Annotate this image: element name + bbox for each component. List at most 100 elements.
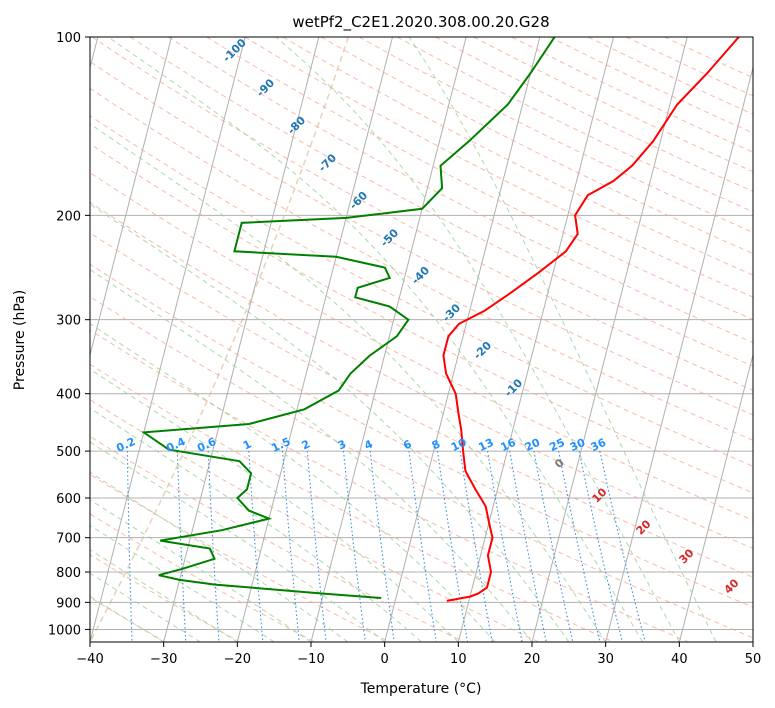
isotherm-line xyxy=(531,37,688,642)
mixing-ratio-label: 0.6 xyxy=(195,435,218,455)
mixing-ratio-label: 36 xyxy=(589,436,609,454)
mixing-ratio-line xyxy=(281,451,300,642)
dry-adiabat-line xyxy=(511,37,753,153)
dry-adiabat-label: -40 xyxy=(409,264,432,287)
dry-adiabat-line xyxy=(90,201,753,550)
skewed-isotherms xyxy=(90,37,753,642)
moist-adiabat-label: 30 xyxy=(677,546,697,566)
moist-adiabat-line xyxy=(90,368,459,642)
mixing-ratio-label: 13 xyxy=(476,436,495,454)
dry-adiabat-line xyxy=(90,435,465,642)
x-tick-label: 10 xyxy=(450,652,467,667)
mixing-ratio-label: 30 xyxy=(568,436,588,454)
moist-adiabat-line xyxy=(90,203,570,642)
mixing-ratio-label: 10 xyxy=(449,436,469,454)
mixing-ratio-line xyxy=(306,451,327,642)
mixing-ratio-line xyxy=(599,450,646,642)
chart-title: wetPf2_C2E1.2020.308.00.20.G28 xyxy=(292,13,549,32)
moist-adiabat-line xyxy=(107,37,643,642)
dry-adiabat-line xyxy=(664,37,753,79)
moist-adiabat-line xyxy=(90,441,386,642)
dewpoint-profile xyxy=(140,37,556,599)
mixing-ratio-label: 1 xyxy=(241,437,253,452)
dry-adiabat-label: -50 xyxy=(378,226,401,249)
y-axis-label: Pressure (hPa) xyxy=(12,290,28,390)
y-tick-label: 300 xyxy=(56,314,81,329)
y-tick-label: 200 xyxy=(56,209,81,224)
plot-area: 0.1 0.2 0.4 0.6 1 1.5 2 3 4 6 8 10 13 16 20 25 30 36-100-… xyxy=(90,37,753,642)
y-tick-label: 100 xyxy=(56,31,81,46)
dry-adiabat-line xyxy=(91,37,753,391)
isotherm-line xyxy=(384,37,541,642)
isotherm-line xyxy=(605,65,753,642)
dry-adiabat-label: -80 xyxy=(285,114,308,137)
mixing-ratio-line xyxy=(459,451,493,642)
x-axis-label: Temperature (°C) xyxy=(360,681,482,697)
mixing-ratio-label: 4 xyxy=(362,437,375,452)
dry-adiabats xyxy=(90,37,753,642)
temperature-profile xyxy=(442,37,740,602)
moist-adiabat-line xyxy=(90,407,422,642)
x-axis: −40 −30 −20 −10 0 10 20 30 40 50 xyxy=(76,642,761,667)
moist-adiabat-label: 40 xyxy=(722,576,742,596)
y-tick-label: 800 xyxy=(56,566,81,581)
x-tick-label: 50 xyxy=(745,652,762,667)
isotherm-line xyxy=(457,37,615,642)
dry-adiabat-label: -20 xyxy=(471,339,494,362)
moist-adiabat-line xyxy=(90,549,238,642)
mixing-ratio-line xyxy=(436,451,469,642)
moist-adiabat-line xyxy=(90,471,349,642)
moist-adiabat-line xyxy=(90,524,275,642)
dry-adiabat-line xyxy=(435,37,753,193)
mixing-ratio-label: 20 xyxy=(523,436,543,454)
isotherm-line xyxy=(163,37,320,642)
mixing-ratio-line xyxy=(487,451,523,642)
x-tick-label: 0 xyxy=(381,652,389,667)
x-tick-label: 30 xyxy=(597,652,614,667)
sounding-profiles xyxy=(140,37,740,602)
dry-adiabat-line xyxy=(473,37,753,173)
dry-adiabat-line xyxy=(90,329,689,642)
moist-adiabat-line xyxy=(90,572,201,642)
mixing-ratio-label: 3 xyxy=(336,437,348,452)
mixing-ratio-label: 8 xyxy=(430,437,442,452)
y-tick-label: 700 xyxy=(56,532,81,547)
x-tick-label: −10 xyxy=(297,652,324,667)
dry-adiabat-line xyxy=(90,263,753,608)
y-tick-label: 600 xyxy=(56,492,81,507)
x-tick-label: −20 xyxy=(224,652,251,667)
dry-adiabat-line xyxy=(90,232,753,578)
dry-adiabat-line xyxy=(90,172,753,521)
x-tick-label: 40 xyxy=(671,652,688,667)
dry-adiabat-label: -60 xyxy=(347,189,370,212)
zero-isotherm xyxy=(90,37,350,642)
mixing-ratio-label: 25 xyxy=(547,436,566,454)
dry-adiabat-line xyxy=(90,61,753,416)
x-tick-label: −30 xyxy=(150,652,177,667)
isotherm-line xyxy=(90,37,173,357)
mixing-ratio-lines xyxy=(126,450,646,642)
mixing-ratio-line xyxy=(558,450,601,642)
y-tick-label: 400 xyxy=(56,388,81,403)
dry-adiabat-label: -70 xyxy=(316,151,339,174)
isotherm-line xyxy=(236,37,394,642)
dry-adiabat-label: -30 xyxy=(440,301,463,324)
y-tick-label: 1000 xyxy=(48,623,81,638)
dry-adiabat-line xyxy=(90,295,753,639)
y-tick-label: 500 xyxy=(56,445,81,460)
dry-adiabat-line xyxy=(90,473,390,642)
isotherm-line xyxy=(678,352,753,642)
moist-adiabat-line xyxy=(90,123,607,642)
mixing-ratio-line xyxy=(578,450,623,642)
dry-adiabat-line xyxy=(90,399,540,642)
mixing-ratio-line xyxy=(248,451,264,642)
x-tick-label: 20 xyxy=(524,652,541,667)
mixing-ratio-line xyxy=(342,451,366,642)
mixing-ratio-line xyxy=(176,451,187,642)
dry-adiabat-label: -90 xyxy=(254,76,277,99)
moist-adiabat-line xyxy=(275,37,680,642)
y-axis: 100 200 300 400 500 600 700 800 900 1000 xyxy=(48,31,90,638)
moist-adiabat-label: 0 xyxy=(552,456,567,471)
mixing-ratio-line xyxy=(369,451,395,642)
mixing-ratio-label: 0.2 xyxy=(114,435,137,455)
